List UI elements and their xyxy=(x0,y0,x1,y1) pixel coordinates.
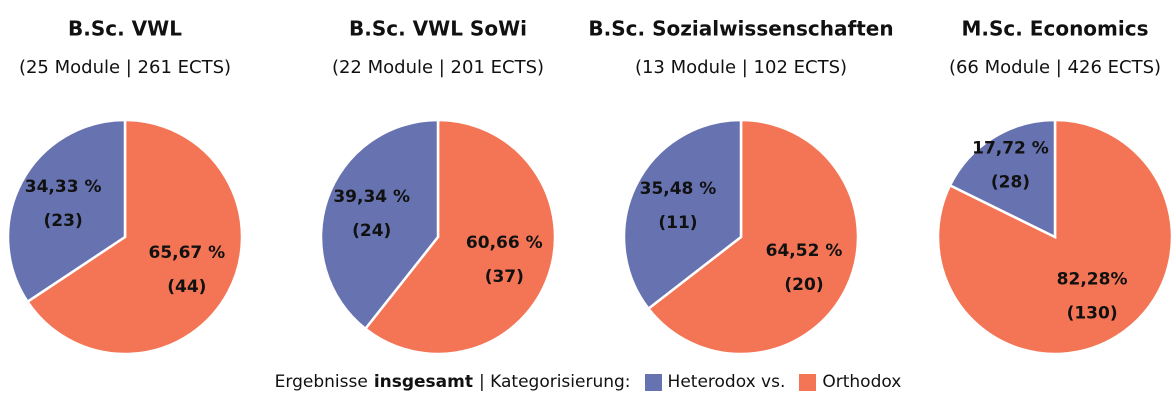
count-label: (28) xyxy=(991,172,1030,192)
pie-slice xyxy=(948,118,1057,240)
count-label: (24) xyxy=(352,221,391,241)
pie-slice xyxy=(622,118,743,311)
value-label: 34,33 % xyxy=(25,177,102,197)
chart-subtitle: (13 Module | 102 ECTS) xyxy=(635,57,847,78)
pie-slice xyxy=(363,118,557,356)
value-label: 17,72 % xyxy=(972,138,1049,158)
value-label: 65,67 % xyxy=(148,243,225,263)
pie-slice xyxy=(936,118,1174,356)
legend-item: Heterodox vs. xyxy=(667,372,786,392)
pie-slice xyxy=(25,118,244,356)
value-label: 35,48 % xyxy=(640,179,717,199)
value-label: 82,28% xyxy=(1057,270,1128,290)
chart-subtitle: (66 Module | 426 ECTS) xyxy=(949,57,1161,78)
count-label: (130) xyxy=(1067,304,1118,324)
count-label: (44) xyxy=(167,277,206,297)
legend-swatch xyxy=(644,373,662,391)
chart-title: M.Sc. Economics xyxy=(961,17,1148,41)
charts: B.Sc. VWL (25 Module | 261 ECTS) 65,67 % (4… xyxy=(6,17,1174,356)
pie-slice xyxy=(646,118,860,356)
chart-subtitle: (25 Module | 261 ECTS) xyxy=(19,57,231,78)
chart-title: B.Sc. VWL SoWi xyxy=(349,17,527,41)
count-label: (20) xyxy=(784,275,823,295)
pie-slice xyxy=(319,118,440,331)
legend-item: Orthodox xyxy=(822,372,902,392)
value-label: 60,66 % xyxy=(466,233,543,253)
legend: Ergebnisse insgesamt | Kategorisierung: … xyxy=(0,372,1176,392)
value-label: 39,34 % xyxy=(333,187,410,207)
count-label: (23) xyxy=(44,211,83,231)
legend-suffix: | Kategorisierung: xyxy=(479,372,631,392)
legend-swatch xyxy=(799,373,817,391)
value-label: 64,52 % xyxy=(766,241,843,261)
legend-prefix: Ergebnisse xyxy=(274,372,368,392)
count-label: (11) xyxy=(658,213,697,233)
chart-title: B.Sc. VWL xyxy=(68,17,182,41)
chart-title: B.Sc. Sozialwissenschaften xyxy=(588,17,893,41)
count-label: (37) xyxy=(485,267,524,287)
pie-slice xyxy=(6,118,127,304)
chart-subtitle: (22 Module | 201 ECTS) xyxy=(332,57,544,78)
legend-bold: insgesamt xyxy=(373,372,473,392)
